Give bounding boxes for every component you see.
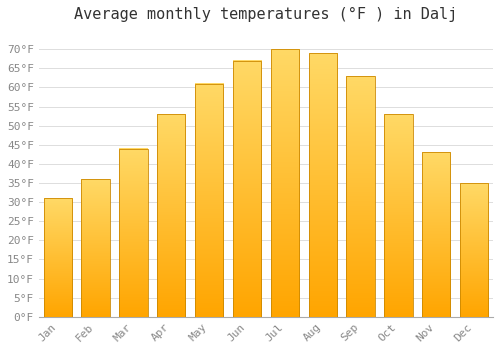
Bar bbox=[270, 49, 299, 317]
Bar bbox=[44, 198, 72, 317]
Bar bbox=[308, 53, 337, 317]
Bar bbox=[157, 114, 186, 317]
Bar bbox=[233, 61, 261, 317]
Title: Average monthly temperatures (°F ) in Dalj: Average monthly temperatures (°F ) in Da… bbox=[74, 7, 458, 22]
Bar bbox=[460, 183, 488, 317]
Bar bbox=[82, 179, 110, 317]
Bar bbox=[384, 114, 412, 317]
Bar bbox=[195, 84, 224, 317]
Bar bbox=[346, 76, 375, 317]
Bar bbox=[422, 152, 450, 317]
Bar bbox=[119, 149, 148, 317]
